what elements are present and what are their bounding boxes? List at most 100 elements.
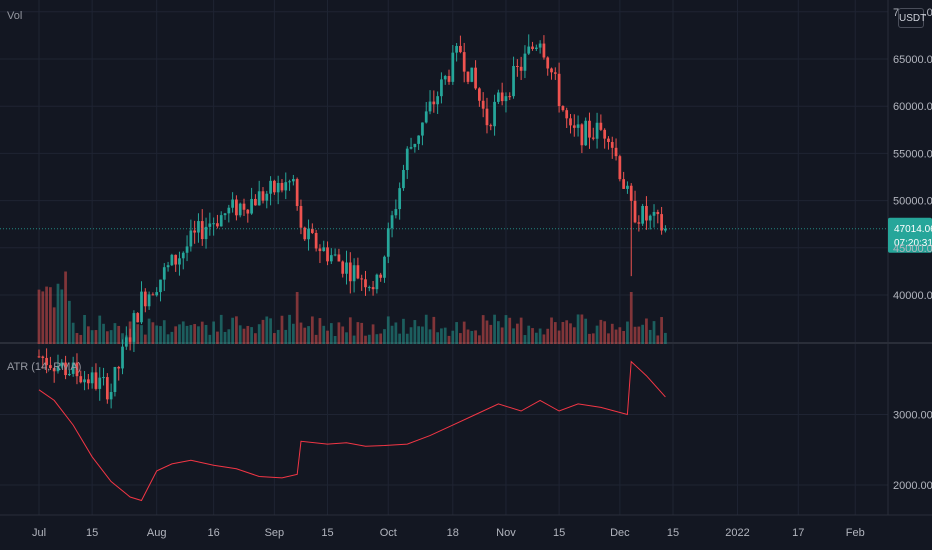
- candle-body: [200, 221, 204, 240]
- candle-body: [580, 124, 584, 146]
- volume-bar: [356, 322, 360, 344]
- price-tick-label: 50000.00: [893, 196, 932, 208]
- time-tick-label: Jul: [32, 527, 46, 539]
- candle-body: [478, 88, 481, 101]
- candle-body: [208, 223, 212, 227]
- volume-bar: [664, 332, 667, 344]
- candle-body: [550, 68, 553, 73]
- candle-body: [242, 203, 246, 210]
- volume-bar: [212, 321, 216, 344]
- time-tick-label: 18: [447, 527, 459, 539]
- candle-body: [557, 73, 561, 107]
- volume-bar: [326, 330, 329, 344]
- volume-bar: [424, 314, 428, 344]
- candle-body: [113, 366, 117, 393]
- candle-body: [307, 228, 310, 240]
- candle-body: [459, 45, 462, 53]
- candle-body: [538, 43, 542, 48]
- candle-body: [432, 101, 436, 105]
- candle-body: [246, 209, 250, 214]
- candle-body: [64, 362, 67, 376]
- volume-bar: [288, 314, 291, 344]
- candle-body: [90, 372, 94, 384]
- candle-body: [383, 256, 386, 278]
- volume-bar: [485, 320, 489, 344]
- candle-body: [159, 279, 162, 293]
- candles: [37, 34, 667, 409]
- volume-bar: [531, 328, 534, 344]
- candle-body: [337, 254, 341, 262]
- volume-bar: [246, 325, 250, 344]
- candle-body: [333, 254, 337, 256]
- volume-bar: [181, 321, 185, 344]
- candle-body: [546, 57, 550, 69]
- volume-bar: [238, 325, 242, 344]
- candle-body: [637, 222, 641, 224]
- candle-body: [440, 79, 443, 97]
- price-tick-label: 55000.00: [893, 148, 932, 160]
- volume-bar: [322, 325, 326, 344]
- candle-body: [371, 287, 375, 290]
- volume-legend: Vol: [7, 10, 22, 22]
- candle-body: [424, 111, 428, 123]
- volume-bar: [280, 315, 284, 344]
- time-tick-label: Aug: [147, 527, 167, 539]
- candle-body: [451, 52, 455, 82]
- volume-bar: [151, 322, 155, 344]
- volume-bar: [41, 291, 45, 344]
- candle-body: [428, 101, 432, 112]
- candle-body: [147, 294, 151, 307]
- volume-bar: [478, 335, 481, 344]
- candle-body: [310, 228, 314, 233]
- volume-bar: [140, 325, 143, 344]
- candle-body: [367, 287, 371, 289]
- volume-bar: [641, 324, 644, 344]
- volume-bar: [607, 333, 610, 344]
- candle-body: [607, 138, 610, 143]
- candle-body: [250, 198, 253, 214]
- candle-body: [276, 182, 280, 193]
- candle-body: [83, 379, 86, 383]
- candle-body: [322, 247, 326, 252]
- volume-bar: [52, 307, 56, 344]
- candle-body: [641, 205, 644, 224]
- volume-bar: [162, 320, 166, 344]
- candle-body: [595, 122, 599, 139]
- volume-bar: [398, 333, 402, 344]
- volume-bar: [443, 327, 447, 344]
- volume-bar: [417, 326, 421, 344]
- candle-body: [417, 135, 421, 144]
- volume-bar: [629, 292, 633, 344]
- candle-body: [565, 110, 569, 119]
- volume-bar: [56, 283, 60, 344]
- candle-body: [398, 188, 402, 210]
- candle-body: [231, 199, 234, 208]
- candle-body: [265, 193, 269, 201]
- candle-body: [162, 267, 166, 280]
- candle-body: [257, 191, 261, 206]
- time-tick-label: 16: [208, 527, 220, 539]
- volume-bar: [447, 335, 451, 344]
- candle-body: [121, 346, 124, 369]
- volume-bar: [98, 315, 102, 344]
- volume-bar: [512, 328, 515, 344]
- candle-body: [273, 180, 276, 193]
- volume-bar: [386, 316, 390, 344]
- volume-bar: [542, 334, 546, 344]
- candle-body: [405, 148, 409, 171]
- volume-bar: [550, 317, 553, 344]
- atr-tick-label: 2000.00: [893, 480, 932, 492]
- currency-button[interactable]: USDT: [898, 8, 926, 28]
- candle-body: [599, 122, 603, 130]
- volume-bar: [242, 328, 246, 344]
- volume-bar: [584, 318, 588, 344]
- candle-body: [618, 156, 622, 180]
- volume-bar: [170, 331, 174, 344]
- volume-bar: [352, 335, 356, 344]
- candle-body: [394, 209, 398, 216]
- volume-bar: [299, 322, 303, 344]
- volume-bar: [257, 324, 261, 344]
- volume-bar: [618, 327, 622, 344]
- candle-body: [102, 377, 105, 379]
